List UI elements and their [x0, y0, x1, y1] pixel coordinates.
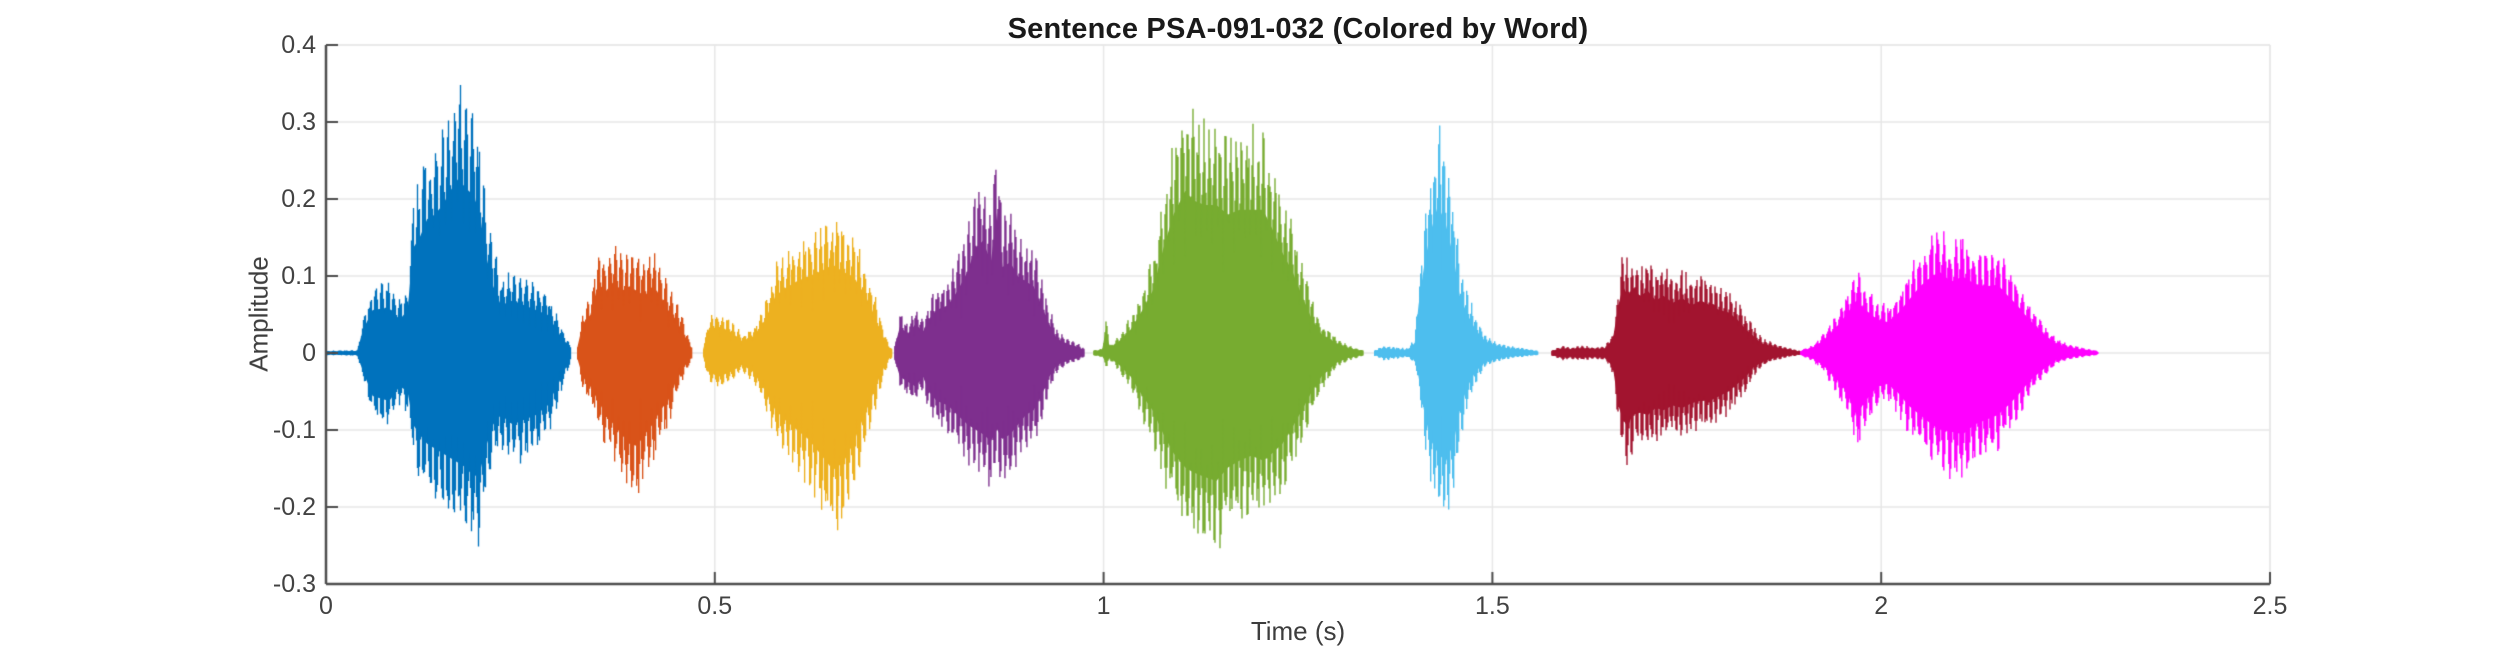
y-tick-label: -0.1: [272, 416, 316, 444]
x-tick-label: 2: [1874, 592, 1889, 620]
x-tick-label: 2.5: [2252, 592, 2288, 620]
x-tick-label: 0.5: [697, 592, 733, 620]
y-tick-label: 0: [302, 339, 316, 367]
x-tick-label: 0: [319, 592, 333, 620]
y-tick-label: 0.2: [281, 185, 316, 213]
x-axis-label: Time (s): [1250, 616, 1346, 646]
x-tick-label: 1.5: [1475, 592, 1510, 620]
y-tick-label: -0.2: [272, 493, 316, 521]
chart-title: Sentence PSA-091-032 (Colored by Word): [1007, 13, 1589, 45]
y-tick-label: 0.3: [281, 108, 316, 136]
y-tick-label: 0.4: [281, 31, 316, 59]
y-tick-label: -0.3: [272, 570, 316, 598]
y-tick-label: 0.1: [281, 262, 316, 290]
x-tick-label: 1: [1096, 592, 1111, 620]
